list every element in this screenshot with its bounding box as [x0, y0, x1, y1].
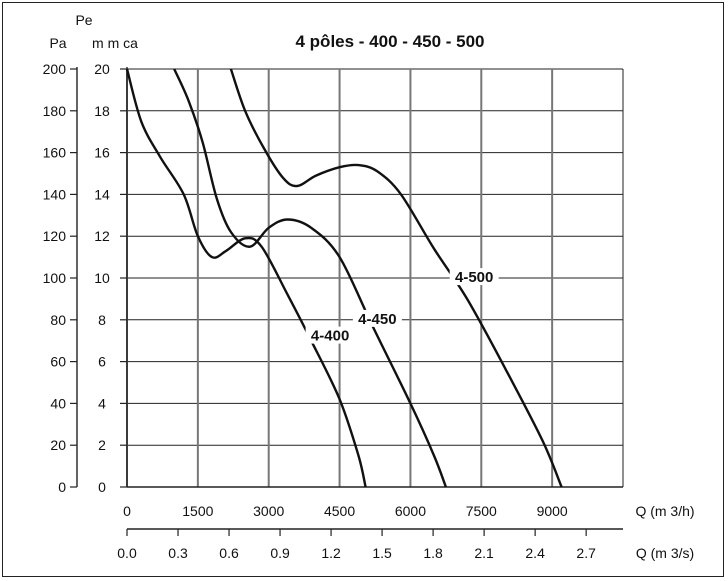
curve-label-bg	[449, 268, 499, 286]
pa-tick-label: 140	[43, 186, 67, 202]
mmca-tick-label: 6	[98, 354, 106, 370]
chart-title: 4 pôles - 400 - 450 - 500	[296, 32, 485, 51]
m3s-tick-label: 1.2	[321, 545, 341, 561]
curve-label-bg	[352, 309, 402, 327]
pa-tick-label: 40	[50, 395, 66, 411]
m3s-tick-label: 0.3	[168, 545, 188, 561]
curve-4-500	[229, 68, 563, 488]
mmca-tick-label: 14	[94, 186, 110, 202]
pa-tick-label: 200	[43, 61, 67, 77]
m3s-tick-label: 2.7	[576, 545, 596, 561]
curve-label-4-450: 4-450	[358, 311, 396, 328]
m3s-tick-label: 0.9	[270, 545, 290, 561]
m3h-tick-label: 0	[123, 503, 131, 519]
m3s-tick-label: 1.5	[372, 545, 392, 561]
y-axis-mmca-label: m m ca	[92, 35, 138, 51]
mmca-tick-label: 18	[94, 103, 110, 119]
m3h-tick-label: 4500	[324, 503, 355, 519]
pa-tick-label: 160	[43, 145, 67, 161]
mmca-tick-label: 2	[98, 437, 106, 453]
m3h-tick-label: 7500	[466, 503, 497, 519]
pa-tick-label: 0	[58, 479, 66, 495]
pa-tick-label: 120	[43, 228, 67, 244]
m3h-tick-label: 3000	[253, 503, 284, 519]
pa-tick-label: 80	[50, 312, 66, 328]
mmca-tick-label: 8	[98, 312, 106, 328]
m3s-tick-label: 2.1	[474, 545, 494, 561]
pa-tick-label: 20	[50, 437, 66, 453]
m3s-tick-label: 1.8	[423, 545, 443, 561]
mmca-tick-label: 0	[98, 479, 106, 495]
curve-4-450	[173, 68, 448, 488]
m3h-tick-label: 6000	[395, 503, 426, 519]
m3s-tick-label: 0.6	[219, 545, 239, 561]
curve-label-bg	[305, 326, 355, 344]
m3h-tick-label: 1500	[182, 503, 213, 519]
y-axis-pa-label: Pa	[49, 35, 66, 51]
x-axis-m3s-label: Q (m 3/s)	[636, 545, 694, 561]
mmca-tick-label: 16	[94, 145, 110, 161]
mmca-tick-label: 20	[94, 61, 110, 77]
pa-tick-label: 100	[43, 270, 67, 286]
y-axis-pe-label: Pe	[75, 12, 92, 28]
curve-4-400	[125, 68, 367, 488]
pa-tick-label: 180	[43, 103, 67, 119]
mmca-tick-label: 10	[94, 270, 110, 286]
x-axis-m3h-label: Q (m 3/h)	[635, 503, 694, 519]
pa-tick-label: 60	[50, 354, 66, 370]
mmca-tick-label: 12	[94, 228, 110, 244]
m3s-tick-label: 0.0	[117, 545, 137, 561]
m3s-tick-label: 2.4	[525, 545, 545, 561]
curve-label-4-400: 4-400	[311, 328, 349, 345]
mmca-tick-label: 4	[98, 395, 106, 411]
curve-label-4-500: 4-500	[455, 269, 493, 286]
m3h-tick-label: 9000	[537, 503, 568, 519]
